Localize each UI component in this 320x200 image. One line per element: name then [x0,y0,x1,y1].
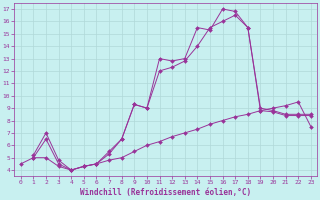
X-axis label: Windchill (Refroidissement éolien,°C): Windchill (Refroidissement éolien,°C) [80,188,252,197]
